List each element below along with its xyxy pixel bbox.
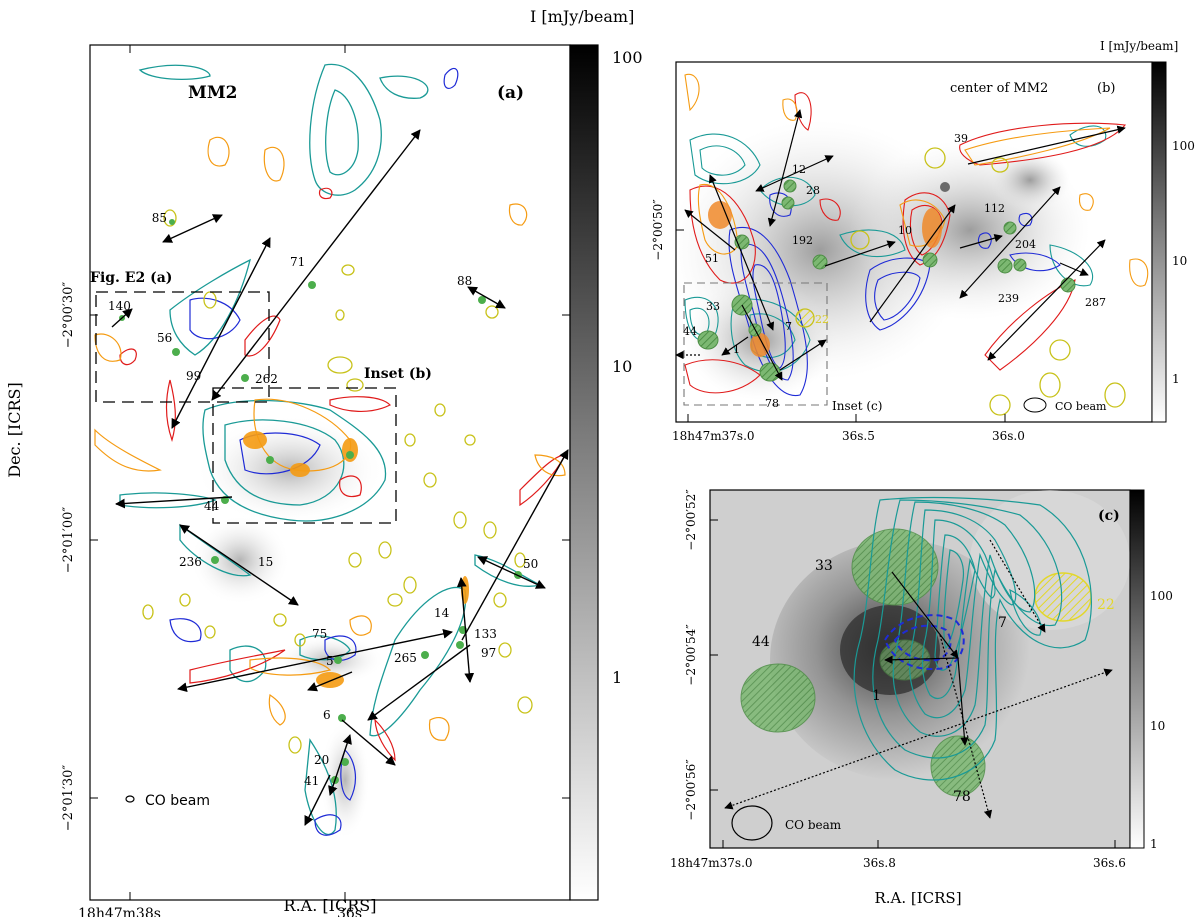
src-label: 6 <box>323 708 331 722</box>
co-beam-label-c: CO beam <box>785 818 842 832</box>
cbar-tick-c-100: 100 <box>1150 589 1173 603</box>
src-label: 88 <box>457 274 472 288</box>
src-label: 44 <box>752 634 770 650</box>
ytick-b: −2°00′50″ <box>651 199 665 261</box>
src-label: 1 <box>733 343 740 356</box>
ytick-c-0: −2°00′52″ <box>684 489 698 551</box>
box-e2-label: Fig. E2 (a) <box>90 270 172 286</box>
panel-c: (c) 33 44 22 7 1 78 CO beam 18h47m37s.0 … <box>670 489 1173 907</box>
co-beam-label-b: CO beam <box>1055 400 1107 413</box>
src-label: 33 <box>815 558 833 574</box>
outflow-arrows-b <box>675 109 1126 381</box>
cbar-tick-c-1: 1 <box>1150 837 1158 851</box>
outflow-arrows-a <box>111 129 569 826</box>
src-label: 192 <box>792 234 813 247</box>
box-inset-c <box>683 282 828 406</box>
co-beam-c <box>731 805 773 841</box>
ytick-a-0: −2°00′30″ <box>61 282 76 349</box>
src-label: 50 <box>523 557 538 571</box>
yellow-source-c <box>1034 572 1092 622</box>
ytick-c-1: −2°00′54″ <box>684 624 698 686</box>
ytick-a-1: −2°01′00″ <box>61 507 76 574</box>
yellow-sources-b <box>795 147 1126 416</box>
src-label: 204 <box>1015 238 1036 251</box>
panel-a-label: (a) <box>497 83 524 103</box>
colorbar-a <box>569 44 599 901</box>
src-label: 5 <box>326 654 334 668</box>
colorbar-b <box>1151 61 1167 423</box>
xtick-c-0: 18h47m37s.0 <box>670 856 753 870</box>
src-label: 97 <box>481 646 496 660</box>
src-label: 56 <box>157 331 172 345</box>
src-label: 44 <box>683 325 697 338</box>
src-label: 20 <box>314 753 329 767</box>
cbar-tick-a-100: 100 <box>612 48 643 67</box>
cbar-tick-c-10: 10 <box>1150 719 1165 733</box>
panel-b-label: (b) <box>1097 81 1115 96</box>
src-label: 33 <box>706 300 720 313</box>
xtick-c-2: 36s.6 <box>1093 856 1126 870</box>
src-label: 22 <box>815 313 829 326</box>
src-label: 12 <box>792 163 806 176</box>
co-beam-b <box>1023 397 1047 413</box>
box-inset-b <box>212 387 397 524</box>
ytick-a-2: −2°01′30″ <box>61 765 76 832</box>
outflow-arrows-c <box>724 539 1113 819</box>
xlabel-a: R.A. [ICRS] <box>284 896 377 915</box>
co-beam-a <box>125 795 135 803</box>
src-label: 262 <box>255 372 278 386</box>
xtick-a-0: 18h47m38s <box>78 906 161 917</box>
cbar-tick-a-1: 1 <box>612 668 622 687</box>
src-label: 71 <box>290 255 305 269</box>
src-label: 28 <box>806 184 820 197</box>
src-label: 85 <box>152 211 167 225</box>
cbar-tick-b-1: 1 <box>1172 372 1180 386</box>
src-label: 7 <box>998 615 1007 631</box>
xtick-b-2: 36s.0 <box>992 429 1025 443</box>
src-label: 41 <box>304 774 319 788</box>
co-beam-label-a: CO beam <box>145 793 210 809</box>
src-label: 22 <box>1097 597 1115 613</box>
cbar-tick-b-10: 10 <box>1172 254 1187 268</box>
src-label: 239 <box>998 292 1019 305</box>
src-label: 10 <box>898 224 912 237</box>
cbar-title-b: I [mJy/beam] <box>1100 39 1178 53</box>
src-label: 1 <box>872 688 881 704</box>
src-label: 44 <box>204 499 220 513</box>
ytick-c-2: −2°00′56″ <box>684 759 698 821</box>
src-label: 99 <box>186 369 201 383</box>
region-label-a: MM2 <box>188 83 237 103</box>
src-label: 236 <box>179 555 202 569</box>
src-label: 14 <box>434 606 450 620</box>
src-label: 78 <box>953 789 971 805</box>
cbar-tick-b-100: 100 <box>1172 139 1195 153</box>
src-label: 51 <box>705 252 719 265</box>
panel-a: MM2 (a) Fig. E2 (a) Inset (b) 85 71 88 1… <box>5 7 643 921</box>
panel-c-label: (c) <box>1098 508 1120 524</box>
src-label: 7 <box>785 320 792 333</box>
xtick-b-0: 18h47m37s.0 <box>672 429 755 443</box>
cbar-tick-a-10: 10 <box>612 357 632 376</box>
panel-b: center of MM2 (b) Inset (c) 12 28 39 112… <box>651 39 1195 443</box>
src-label: 39 <box>954 132 968 145</box>
src-label: 75 <box>312 627 327 641</box>
src-label: 133 <box>474 627 497 641</box>
src-label: 287 <box>1085 296 1106 309</box>
src-label: 140 <box>108 299 131 313</box>
src-label: 265 <box>394 651 417 665</box>
cbar-title-a: I [mJy/beam] <box>530 7 634 26</box>
colorbar-c <box>1129 489 1145 849</box>
src-label: 15 <box>258 555 273 569</box>
box-fig-e2 <box>95 291 270 403</box>
src-label: 112 <box>984 202 1005 215</box>
ylabel-a: Dec. [ICRS] <box>5 382 24 477</box>
box-inset-b-label: Inset (b) <box>364 366 432 382</box>
box-inset-c-label: Inset (c) <box>832 399 882 413</box>
src-label: 78 <box>765 397 779 410</box>
panel-b-title: center of MM2 <box>950 81 1048 96</box>
xlabel-c: R.A. [ICRS] <box>874 889 961 907</box>
xtick-b-1: 36s.5 <box>842 429 875 443</box>
xtick-c-1: 36s.8 <box>863 856 896 870</box>
